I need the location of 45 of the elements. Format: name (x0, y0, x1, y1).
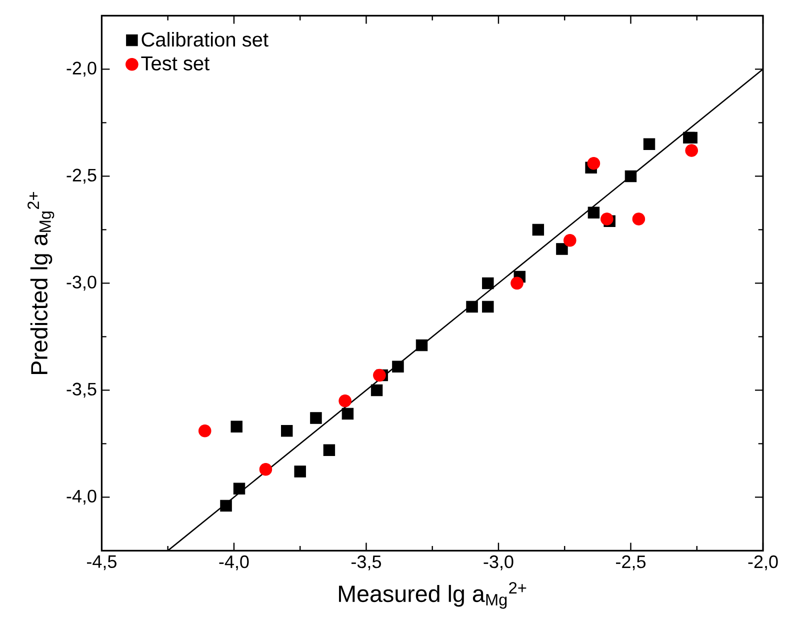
y-tick-label: -3,5 (66, 382, 96, 398)
point (392, 360, 404, 373)
point (198, 424, 212, 438)
point (600, 212, 614, 226)
point (632, 212, 646, 226)
point (310, 412, 322, 424)
point (294, 466, 306, 478)
point (259, 462, 272, 476)
point (587, 156, 600, 170)
x-tick-label: -4,0 (219, 555, 249, 570)
point (686, 132, 698, 144)
point (416, 339, 428, 352)
point (510, 276, 524, 290)
point (323, 444, 336, 456)
x-tick-label: -4,5 (86, 555, 116, 570)
point (338, 394, 352, 408)
legend-label: Calibration set (142, 32, 268, 47)
point (532, 224, 544, 236)
point (233, 482, 246, 495)
point (482, 277, 494, 290)
point (466, 300, 478, 313)
y-tick-label: -3,0 (66, 276, 96, 291)
point (230, 420, 242, 432)
x-tick-label: -2,5 (616, 555, 646, 570)
x-tick-label: -3,0 (484, 555, 514, 570)
point (685, 144, 698, 157)
x-tick-label: -2,0 (748, 555, 778, 570)
point (370, 384, 383, 396)
legend-label: Test set (141, 56, 210, 70)
point (373, 368, 386, 382)
point (643, 138, 656, 150)
point (588, 206, 600, 218)
point (482, 300, 494, 313)
x-tick-label: -3,5 (352, 555, 381, 570)
x-axis-title: Measured lg a$_{Mg}$2+ (339, 582, 526, 609)
point (624, 170, 637, 182)
point (220, 500, 232, 512)
point (556, 243, 568, 255)
y-tick-label: -2,5 (66, 168, 96, 184)
point (563, 234, 576, 247)
y-axis-title: Predicted lg a$_{Mg}$2+ (28, 192, 54, 374)
y-tick-label: -2,0 (66, 62, 96, 77)
point (342, 408, 354, 420)
point (280, 424, 293, 437)
y-tick-label: -4,0 (66, 490, 96, 505)
